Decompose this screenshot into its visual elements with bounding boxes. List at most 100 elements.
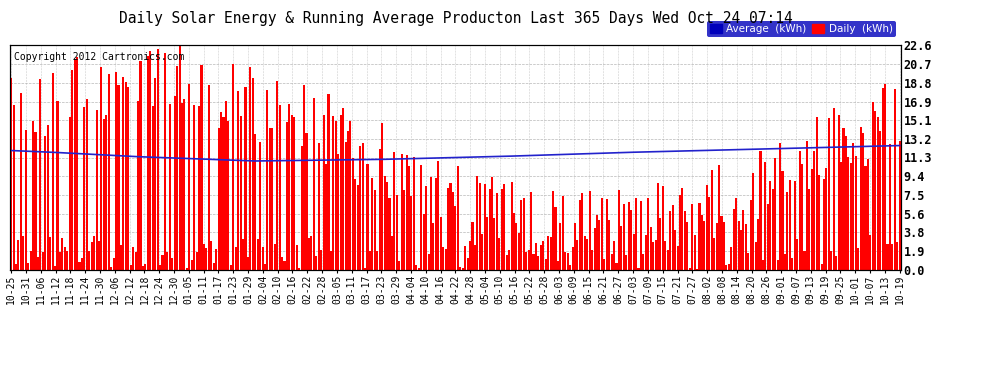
Bar (54, 266, 56, 270)
Bar (281, 256, 283, 270)
Bar (20, 93, 22, 270)
Bar (630, 210, 633, 270)
Bar (349, 121, 351, 270)
Text: Daily Solar Energy & Running Average Producton Last 365 Days Wed Oct 24 07:14: Daily Solar Energy & Running Average Pro… (119, 11, 792, 26)
Bar (857, 248, 859, 270)
Bar (203, 244, 205, 270)
Bar (95, 110, 98, 270)
Bar (73, 60, 75, 270)
Bar (137, 101, 139, 270)
Bar (696, 268, 698, 270)
Bar (752, 173, 754, 270)
Bar (699, 204, 701, 270)
Bar (728, 264, 730, 270)
Bar (716, 224, 718, 270)
Bar (540, 245, 542, 270)
Bar (518, 234, 520, 270)
Bar (786, 192, 788, 270)
Bar (794, 181, 796, 270)
Bar (381, 123, 383, 270)
Bar (238, 91, 240, 270)
Bar (701, 215, 703, 270)
Bar (776, 261, 779, 270)
Bar (142, 266, 144, 270)
Bar (443, 247, 445, 270)
Bar (98, 242, 100, 270)
Bar (388, 198, 390, 270)
Bar (874, 111, 876, 270)
Bar (664, 241, 666, 270)
Bar (852, 143, 854, 270)
Bar (56, 100, 58, 270)
Bar (530, 192, 532, 270)
Bar (742, 210, 744, 270)
Bar (808, 189, 811, 270)
Bar (30, 251, 32, 270)
Bar (193, 105, 195, 270)
Bar (821, 264, 823, 270)
Bar (479, 183, 481, 270)
Bar (538, 256, 540, 270)
Bar (83, 106, 85, 270)
Bar (718, 165, 720, 270)
Bar (440, 217, 442, 270)
Bar (491, 177, 493, 270)
Bar (618, 190, 620, 270)
Bar (708, 197, 710, 270)
Bar (242, 238, 245, 270)
Bar (37, 256, 39, 270)
Bar (884, 84, 886, 270)
Bar (35, 132, 37, 270)
Bar (476, 176, 478, 270)
Bar (123, 77, 125, 270)
Bar (740, 230, 742, 270)
Bar (343, 108, 345, 270)
Bar (164, 53, 166, 270)
Bar (115, 72, 117, 270)
Bar (435, 178, 437, 270)
Bar (128, 87, 130, 270)
Bar (10, 78, 12, 270)
Bar (738, 221, 740, 270)
Bar (379, 149, 381, 270)
Bar (681, 188, 683, 270)
Bar (291, 116, 293, 270)
Bar (113, 258, 115, 270)
Bar (63, 247, 66, 270)
Bar (328, 94, 330, 270)
Bar (108, 74, 110, 270)
Bar (32, 121, 34, 270)
Bar (703, 221, 706, 270)
Bar (713, 238, 715, 270)
Bar (18, 240, 20, 270)
Bar (525, 252, 528, 270)
Bar (249, 68, 251, 270)
Bar (679, 195, 681, 270)
Bar (638, 268, 640, 270)
Bar (621, 226, 623, 270)
Bar (132, 248, 135, 270)
Bar (469, 241, 471, 270)
Bar (669, 211, 671, 270)
Bar (393, 152, 395, 270)
Bar (757, 219, 759, 270)
Bar (66, 251, 68, 270)
Bar (784, 254, 786, 270)
Bar (862, 134, 864, 270)
Bar (544, 259, 546, 270)
Bar (552, 191, 554, 270)
Bar (105, 115, 107, 270)
Bar (364, 268, 366, 270)
Bar (361, 144, 363, 270)
Bar (513, 213, 515, 270)
Bar (298, 268, 300, 270)
Bar (233, 64, 235, 270)
Bar (330, 252, 332, 270)
Bar (723, 222, 725, 270)
Bar (649, 227, 651, 270)
Bar (849, 163, 851, 270)
Bar (764, 162, 766, 270)
Text: Copyright 2012 Cartronics.com: Copyright 2012 Cartronics.com (14, 52, 185, 62)
Bar (508, 250, 510, 270)
Bar (296, 244, 298, 270)
